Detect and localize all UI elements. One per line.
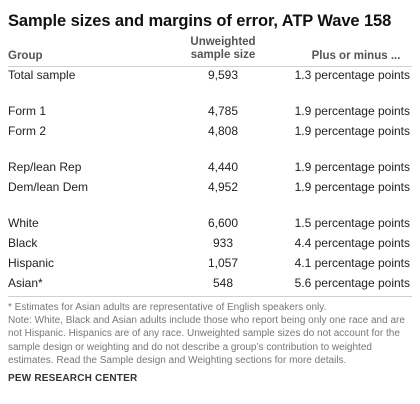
row-group: Form 2 — [8, 124, 47, 138]
row-margin-of-error: 1.9 percentage points — [294, 180, 410, 194]
row-group: Form 1 — [8, 104, 47, 118]
row-margin-of-error: 1.5 percentage points — [294, 216, 410, 230]
row-group: Rep/lean Rep — [8, 160, 82, 174]
table-row: Black 933 4.4 percentage points — [8, 236, 412, 256]
header-divider — [8, 66, 412, 67]
row-margin-of-error: 1.9 percentage points — [294, 160, 410, 174]
row-margin-of-error: 5.6 percentage points — [294, 276, 410, 290]
column-header-sample-size-line2: sample size — [190, 49, 256, 61]
column-header-sample-size-line1: Unweighted — [190, 36, 256, 48]
table-row: Rep/lean Rep 4,440 1.9 percentage points — [8, 160, 412, 180]
row-sample-size: 4,952 — [207, 180, 239, 194]
table-row: Form 2 4,808 1.9 percentage points — [8, 124, 412, 144]
row-margin-of-error: 4.1 percentage points — [294, 256, 410, 270]
row-sample-size: 548 — [212, 276, 234, 290]
row-sample-size: 4,785 — [207, 104, 239, 118]
table-row: Form 1 4,785 1.9 percentage points — [8, 104, 412, 124]
table-row: White 6,600 1.5 percentage points — [8, 216, 412, 236]
row-sample-size: 4,808 — [207, 124, 239, 138]
column-header-group: Group — [8, 50, 43, 62]
row-group: White — [8, 216, 39, 230]
row-margin-of-error: 4.4 percentage points — [294, 236, 410, 250]
asterisk-note: * Estimates for Asian adults are represe… — [8, 302, 327, 313]
row-group: Black — [8, 236, 38, 250]
column-header-margin-of-error: Plus or minus ... — [311, 50, 401, 62]
row-sample-size: 9,593 — [207, 68, 239, 82]
table-row: Total sample 9,593 1.3 percentage points — [8, 68, 412, 88]
row-margin-of-error: 1.3 percentage points — [294, 68, 410, 82]
table-row: Dem/lean Dem 4,952 1.9 percentage points — [8, 180, 412, 200]
row-margin-of-error: 1.9 percentage points — [294, 124, 410, 138]
table-row: Hispanic 1,057 4.1 percentage points — [8, 256, 412, 276]
table-row: Asian* 548 5.6 percentage points — [8, 276, 412, 296]
page-title: Sample sizes and margins of error, ATP W… — [8, 12, 392, 30]
footnotes: * Estimates for Asian adults are represe… — [8, 301, 412, 367]
row-group: Dem/lean Dem — [8, 180, 89, 194]
row-group: Total sample — [8, 68, 76, 82]
row-sample-size: 6,600 — [207, 216, 239, 230]
row-sample-size: 933 — [212, 236, 234, 250]
row-group: Asian* — [8, 276, 43, 290]
row-sample-size: 1,057 — [207, 256, 239, 270]
row-group: Hispanic — [8, 256, 55, 270]
row-sample-size: 4,440 — [207, 160, 239, 174]
column-header-sample-size: Unweighted sample size — [173, 36, 273, 62]
methodology-note: Note: White, Black and Asian adults incl… — [8, 315, 405, 366]
source-credit: PEW RESEARCH CENTER — [8, 373, 138, 384]
row-margin-of-error: 1.9 percentage points — [294, 104, 410, 118]
footer-divider — [8, 296, 412, 297]
